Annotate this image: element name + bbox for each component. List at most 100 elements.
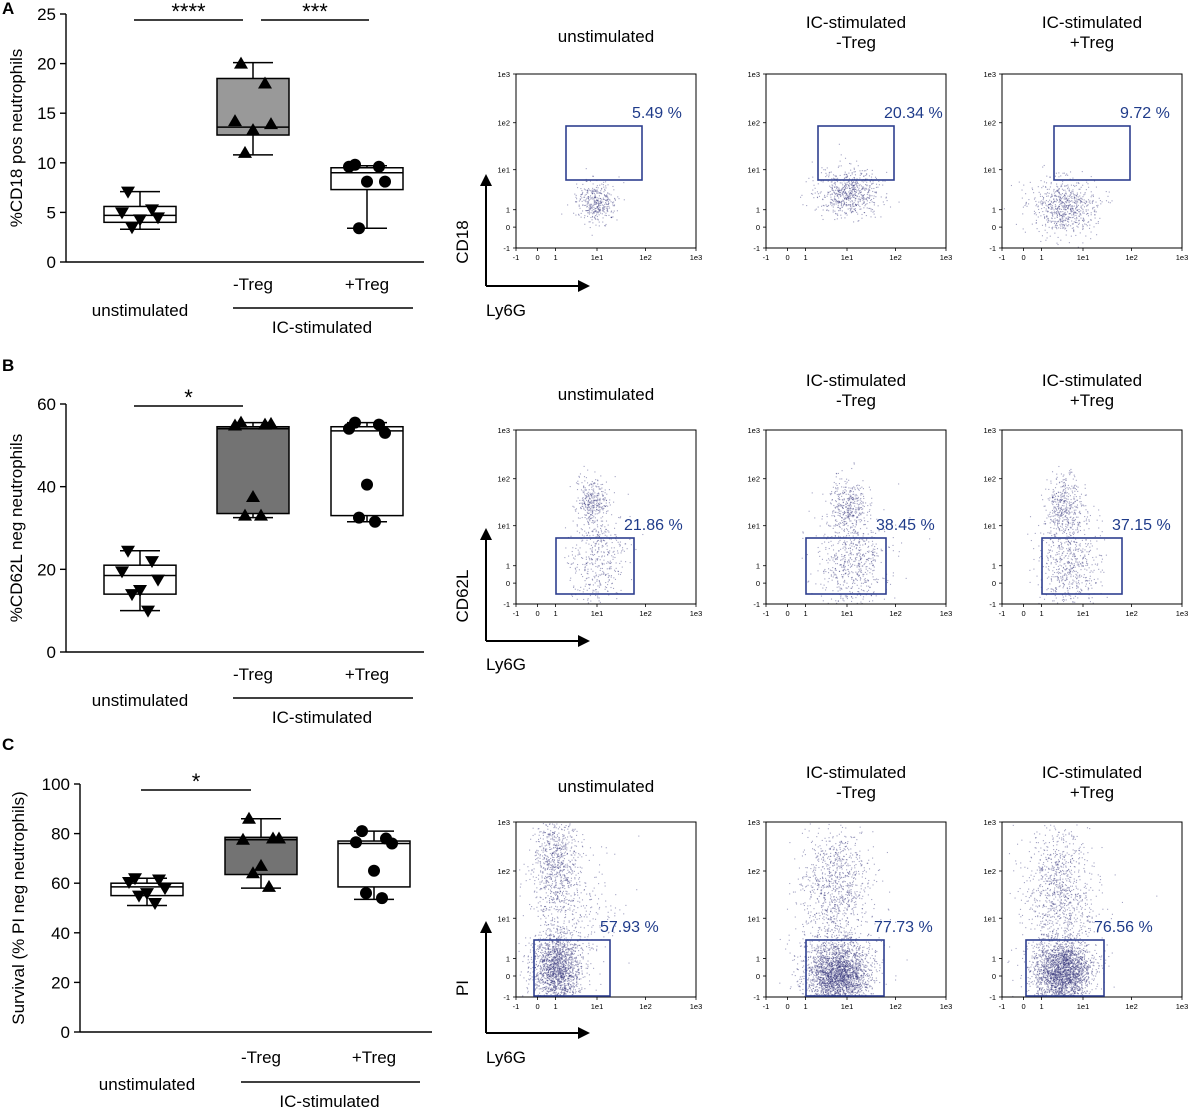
event-dot xyxy=(859,521,861,523)
event-dot xyxy=(1060,514,1062,516)
event-dot xyxy=(1076,527,1078,529)
event-dot xyxy=(836,490,838,492)
event-dot xyxy=(855,507,857,509)
event-dot xyxy=(610,568,612,570)
event-dot xyxy=(585,514,588,516)
event-dot xyxy=(1067,207,1069,209)
event-dot xyxy=(1076,225,1078,227)
event-dot xyxy=(1085,543,1087,545)
event-dot xyxy=(606,209,609,211)
event-dot xyxy=(1063,599,1066,601)
event-dot xyxy=(1073,498,1075,500)
event-dot xyxy=(595,536,597,538)
event-dot xyxy=(1087,183,1089,185)
event-dot xyxy=(1082,204,1084,206)
event-dot xyxy=(596,519,598,521)
data-point xyxy=(132,890,146,903)
event-dot xyxy=(585,551,587,553)
event-dot xyxy=(839,190,841,192)
event-dot xyxy=(1057,576,1059,578)
event-dot xyxy=(873,591,875,593)
event-dot xyxy=(1072,507,1074,509)
event-dot xyxy=(1092,200,1094,202)
event-dot xyxy=(1066,512,1068,514)
event-dot xyxy=(1053,544,1055,547)
event-dot xyxy=(1096,234,1098,236)
event-dot xyxy=(866,200,868,202)
event-dot xyxy=(855,497,857,499)
event-dot xyxy=(599,499,601,501)
event-dot xyxy=(559,844,561,846)
event-dot xyxy=(839,191,841,193)
event-dot xyxy=(838,187,840,189)
event-dot xyxy=(838,499,840,501)
event-dot xyxy=(1051,195,1053,197)
event-dot xyxy=(861,538,863,540)
event-dot xyxy=(554,826,556,828)
event-dot xyxy=(836,195,838,197)
event-dot xyxy=(1061,201,1063,203)
event-dot xyxy=(589,595,591,597)
event-dot xyxy=(597,576,599,578)
event-dot xyxy=(592,492,594,494)
event-dot xyxy=(850,596,853,598)
flow-plot-frame xyxy=(765,429,947,605)
event-dot xyxy=(590,208,592,210)
event-dot xyxy=(1067,540,1069,542)
event-dot xyxy=(833,203,835,205)
event-dot xyxy=(869,572,871,574)
event-dot xyxy=(596,206,599,208)
event-dot xyxy=(1082,225,1084,227)
event-dot xyxy=(1073,566,1075,569)
event-dot xyxy=(1063,202,1065,205)
event-dot xyxy=(839,587,841,589)
event-dot xyxy=(1063,481,1065,484)
event-dot xyxy=(819,192,821,194)
event-dot xyxy=(588,212,590,214)
event-dot xyxy=(590,553,592,556)
event-dot xyxy=(593,203,595,205)
event-dot xyxy=(1021,189,1023,191)
significance-label: * xyxy=(192,769,201,794)
event-dot xyxy=(1066,173,1068,175)
event-dot xyxy=(545,897,547,899)
event-dot xyxy=(832,177,835,179)
event-dot xyxy=(597,208,599,210)
event-dot xyxy=(1071,207,1073,209)
event-dot xyxy=(1056,514,1058,516)
event-dot xyxy=(1103,571,1105,573)
event-dot xyxy=(602,210,604,212)
event-dot xyxy=(851,542,853,544)
event-dot xyxy=(854,210,856,212)
event-dot xyxy=(618,198,620,200)
y-tick-label: -1 xyxy=(503,600,510,609)
event-dot xyxy=(848,180,850,182)
event-dot xyxy=(1056,183,1058,185)
event-dot xyxy=(1072,229,1075,231)
event-dot xyxy=(1078,210,1080,213)
event-dot xyxy=(1070,207,1072,209)
x-tick-label: -1 xyxy=(763,609,770,618)
event-dot xyxy=(593,483,595,485)
event-dot xyxy=(835,488,837,490)
event-dot xyxy=(592,563,594,565)
event-dot xyxy=(1035,219,1037,221)
event-dot xyxy=(1062,484,1064,486)
event-dot xyxy=(1054,506,1057,508)
event-dot xyxy=(846,481,848,483)
event-dot xyxy=(527,866,529,868)
event-dot xyxy=(586,577,588,579)
event-dot xyxy=(844,557,846,559)
event-dot xyxy=(1056,510,1058,512)
event-dot xyxy=(836,201,839,203)
event-dot xyxy=(808,177,810,179)
event-dot xyxy=(589,203,591,205)
event-dot xyxy=(570,836,572,838)
event-dot xyxy=(544,842,546,844)
event-dot xyxy=(1062,201,1064,203)
event-dot xyxy=(538,853,540,855)
event-dot xyxy=(1053,533,1055,535)
event-dot xyxy=(541,880,543,882)
data-point xyxy=(246,490,260,502)
event-dot xyxy=(1070,526,1072,528)
